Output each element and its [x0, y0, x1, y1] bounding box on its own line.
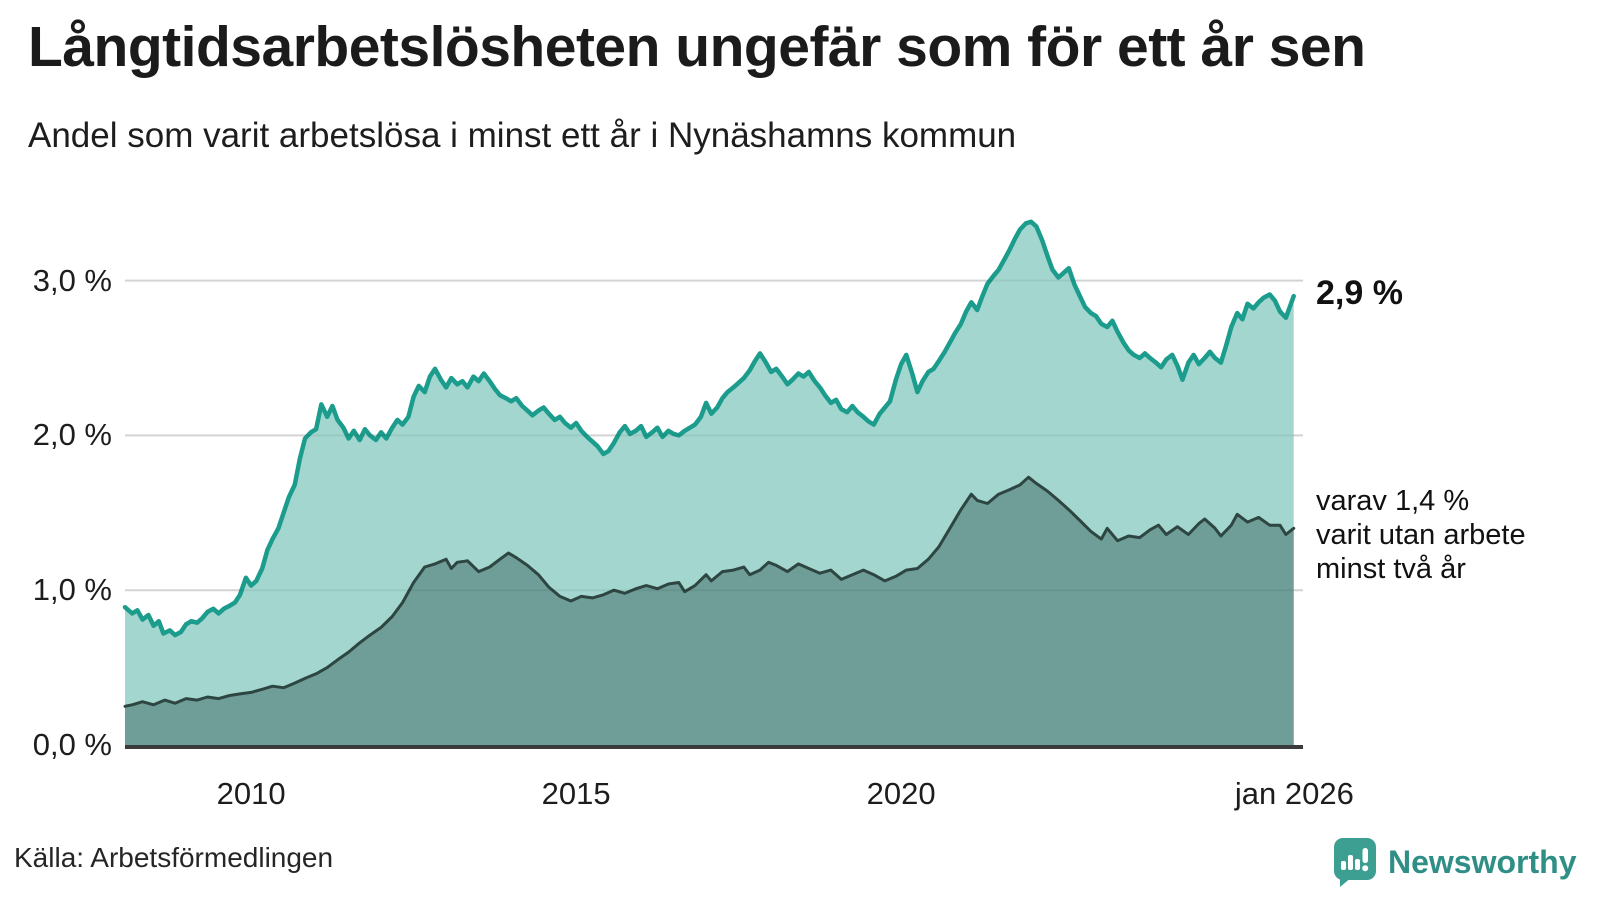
newsworthy-logo[interactable]: Newsworthy	[1330, 836, 1576, 888]
page-title: Långtidsarbetslösheten ungefär som för e…	[28, 15, 1366, 79]
chart-subtitle: Andel som varit arbetslösa i minst ett å…	[28, 116, 1017, 155]
y-tick-label: 0,0 %	[32, 727, 112, 762]
source-attribution: Källa: Arbetsförmedlingen	[14, 842, 334, 873]
brand-wordmark: Newsworthy	[1388, 843, 1577, 880]
annotation-line: minst två år	[1316, 553, 1466, 585]
y-tick-label: 3,0 %	[32, 262, 112, 298]
y-tick-label: 2,0 %	[32, 417, 112, 453]
x-tick-label: 2015	[541, 776, 611, 811]
x-tick-label: 2020	[866, 776, 936, 811]
annotation-line: varav 1,4 %	[1316, 485, 1470, 517]
x-tick-label: jan 2026	[1234, 776, 1354, 811]
secondary-series-annotation: varav 1,4 % varit utan arbete minst två …	[1316, 484, 1596, 586]
end-value-label: 2,9 %	[1316, 274, 1403, 312]
y-tick-label: 1,0 %	[32, 572, 112, 608]
annotation-line: varit utan arbete	[1316, 519, 1526, 551]
x-tick-label: 2010	[216, 776, 286, 811]
newsworthy-speech-bubble-chart-icon	[1334, 838, 1376, 887]
